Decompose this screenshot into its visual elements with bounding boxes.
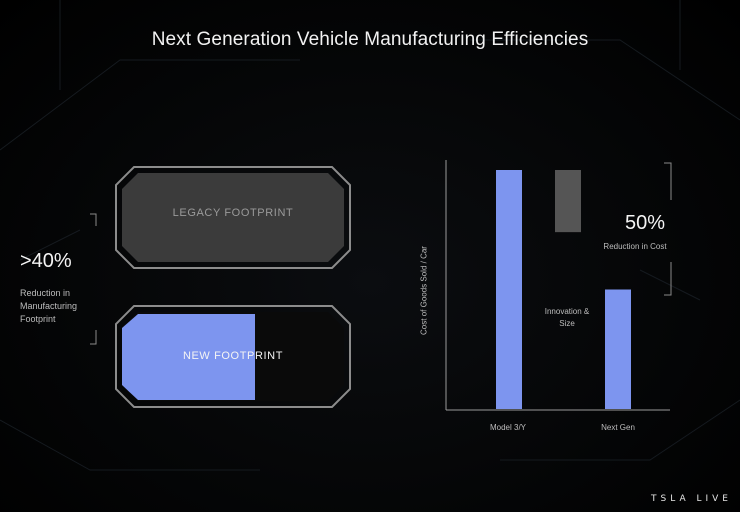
new-footprint-fill <box>122 314 255 400</box>
innovation-step-label-line: Size <box>559 319 575 328</box>
brand-logo: TSLA LIVE <box>651 494 732 504</box>
footprint-stat-label: Reduction in Manufacturing Footprint <box>20 287 77 326</box>
y-axis-label: Cost of Goods Sold / Car <box>419 246 429 335</box>
slide-title: Next Generation Vehicle Manufacturing Ef… <box>151 29 589 50</box>
bar-innovation-size-step <box>555 170 581 233</box>
footprint-stat-value: >40% <box>20 250 72 272</box>
footprint-stat-label-line: Reduction in <box>20 288 71 298</box>
innovation-step-label: Innovation & Size <box>532 306 602 330</box>
stat-bracket <box>90 213 97 226</box>
x-tick-label-next-gen: Next Gen <box>601 423 635 432</box>
annotation-bracket-top <box>664 162 672 200</box>
x-tick-label-model-3y: Model 3/Y <box>489 423 527 432</box>
innovation-step-label-line: Innovation & <box>544 307 590 316</box>
cost-reduction-value: 50% <box>624 212 666 234</box>
new-footprint-outline <box>115 305 351 408</box>
cost-reduction-label: Reduction in Cost <box>603 242 667 251</box>
new-footprint-label: NEW FOOTPRINT <box>182 350 284 362</box>
bar-next-gen <box>605 289 631 409</box>
bar-model-3-y <box>496 170 522 409</box>
legacy-footprint-outline <box>115 166 351 269</box>
legacy-footprint-fill <box>122 173 344 262</box>
annotation-bracket-bottom <box>664 262 672 296</box>
footprint-stat-label-line: Footprint <box>20 314 56 324</box>
footprint-stat-label-line: Manufacturing <box>20 301 78 311</box>
stat-bracket-bottom <box>90 330 97 345</box>
legacy-footprint-label: LEGACY FOOTPRINT <box>172 207 294 219</box>
